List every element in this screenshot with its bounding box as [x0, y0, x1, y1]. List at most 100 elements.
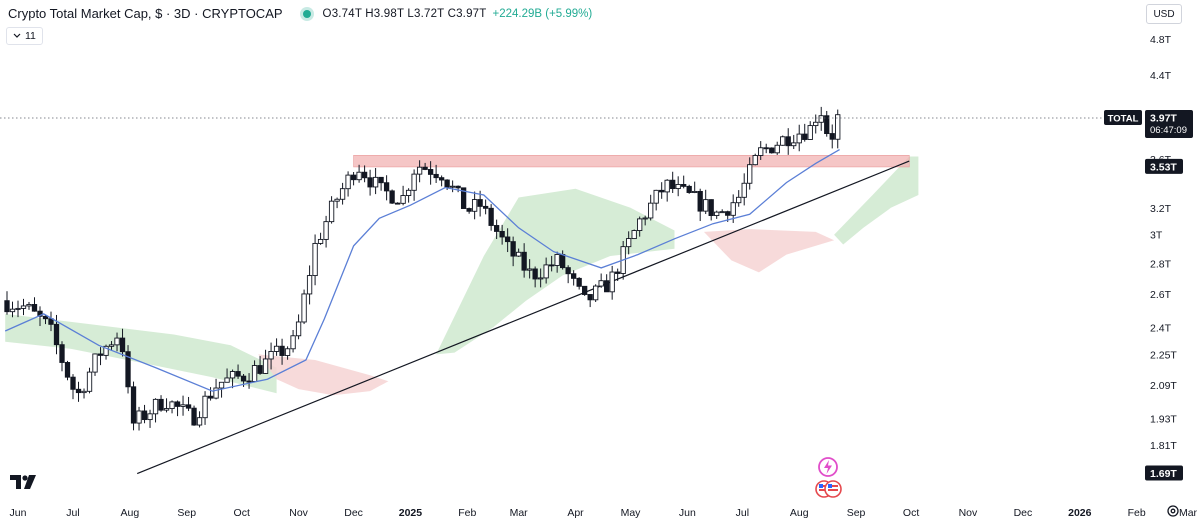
y-tick-label: 2.09T [1150, 380, 1177, 392]
candle-body [339, 188, 346, 200]
candle-body [471, 199, 478, 212]
y-tick-label: 4.8T [1150, 34, 1172, 46]
candle [543, 257, 549, 284]
candle-body [549, 264, 555, 267]
candle [587, 294, 593, 308]
candle-body [708, 199, 714, 216]
candle-body [229, 371, 236, 379]
tradingview-logo-icon[interactable] [10, 474, 38, 490]
candle [196, 411, 203, 428]
candle-body [587, 294, 593, 301]
x-tick-label: Dec [344, 507, 363, 519]
candle [64, 360, 71, 381]
candle [692, 181, 698, 194]
candle-body [571, 273, 577, 279]
candle-body [405, 189, 412, 196]
total-label: TOTAL [1108, 114, 1139, 125]
candle-body [719, 211, 725, 214]
candle-body [532, 268, 538, 280]
candle [367, 169, 373, 196]
candle [763, 143, 769, 154]
candle [59, 341, 65, 372]
candle [537, 268, 544, 288]
candle [664, 179, 670, 202]
candle [361, 165, 368, 183]
candle [582, 285, 588, 296]
candle-body [444, 179, 450, 188]
cloud-green-2 [834, 156, 919, 245]
candle-body [356, 171, 362, 181]
candle-body [686, 185, 692, 193]
x-tick-label: May [621, 507, 642, 519]
candle-body [593, 285, 599, 301]
candle [416, 160, 423, 183]
x-tick-label: Oct [903, 507, 919, 519]
candle-body [537, 277, 544, 280]
candle-body [86, 371, 93, 392]
candle-body [631, 230, 637, 240]
candle-body [615, 271, 621, 274]
candle-body [482, 205, 489, 209]
candle [615, 268, 621, 281]
candle-body [515, 251, 522, 257]
chevron-down-icon [13, 33, 21, 38]
price-change: +224.29B (+5.99%) [492, 7, 593, 20]
candle [438, 175, 445, 187]
cloud-green-0 [5, 313, 277, 394]
candle [670, 171, 676, 194]
candle-body [26, 304, 32, 307]
candle [81, 388, 87, 399]
indicators-toggle[interactable]: 11 [6, 27, 43, 45]
candle-body [114, 337, 120, 346]
moving-average-line [4, 149, 840, 392]
x-tick-label: Jul [66, 507, 79, 519]
candle-body [736, 196, 742, 204]
candle [389, 189, 395, 204]
y-tick-label: 1.81T [1150, 440, 1177, 452]
currency-button[interactable]: USD [1146, 4, 1182, 24]
candle [576, 277, 582, 290]
candle-body [394, 202, 401, 205]
candle [532, 266, 538, 288]
candle-body [108, 344, 115, 347]
candle [136, 406, 142, 431]
candle-body [824, 115, 830, 134]
candle [356, 164, 362, 183]
gear-icon[interactable] [1166, 504, 1180, 518]
price-badge-value: 3.53T [1150, 161, 1177, 173]
candle-body [290, 335, 296, 350]
symbol-title[interactable]: Crypto Total Market Cap, $ · 3D · CRYPTO… [8, 6, 283, 21]
x-tick-label: 2026 [1068, 507, 1092, 519]
candle-body [543, 264, 549, 279]
x-tick-label: Oct [234, 507, 250, 519]
x-tick-label: Aug [121, 507, 140, 519]
lightning-event-icon[interactable] [817, 456, 839, 478]
cloud-green-1 [436, 188, 675, 355]
candle-body [350, 174, 357, 181]
y-tick-label: 3.2T [1150, 203, 1172, 215]
y-tick-label: 2.25T [1150, 349, 1177, 361]
x-tick-label: Apr [567, 507, 584, 519]
x-tick-label: Mar [510, 507, 529, 519]
candle-body [306, 275, 313, 295]
candle [345, 171, 351, 197]
candle-body [626, 238, 632, 248]
candle [549, 255, 555, 272]
candle [323, 215, 329, 248]
flag-event-icon[interactable] [814, 478, 844, 500]
candle [703, 189, 709, 215]
candle [708, 199, 714, 221]
candle-body [119, 337, 126, 353]
candle [554, 251, 560, 273]
candle-body [257, 365, 263, 374]
candle-body [97, 353, 104, 356]
support-trendline[interactable] [136, 160, 910, 475]
cloud-red-1 [703, 229, 835, 273]
candle-body [59, 344, 65, 363]
candle-body [334, 198, 340, 202]
candle-body [460, 187, 467, 209]
candle-body [9, 308, 16, 313]
price-badge: 1.69T [1145, 465, 1183, 481]
